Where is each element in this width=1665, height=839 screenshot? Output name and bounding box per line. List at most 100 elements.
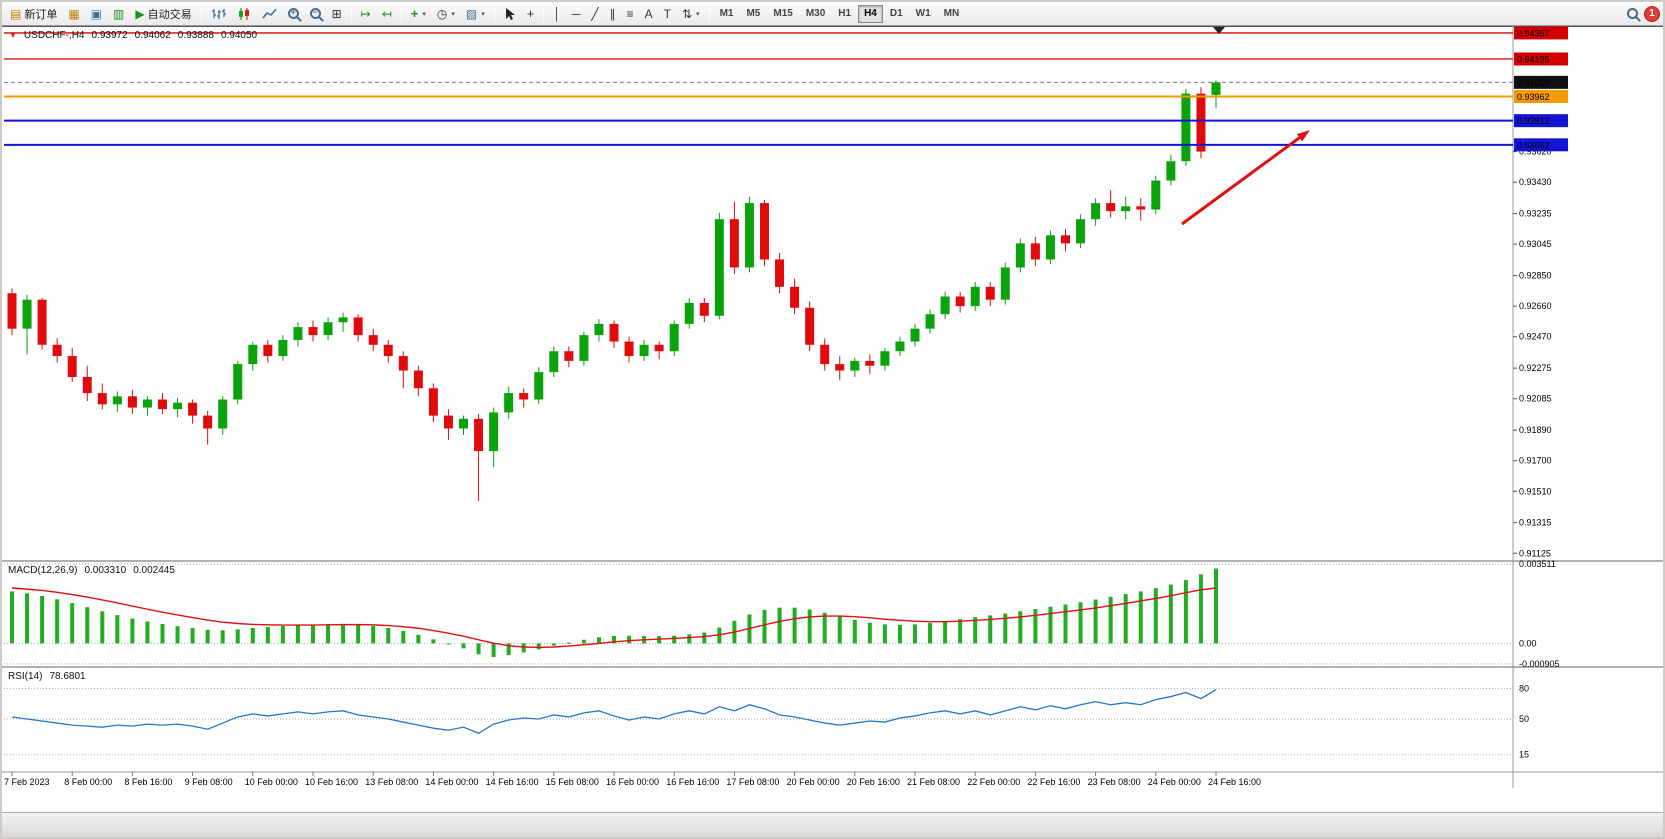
tile-windows-button[interactable]: ⊞ <box>327 4 347 24</box>
hline-price-label-text[interactable]: 0.93662 <box>1517 140 1550 150</box>
chart-canvas[interactable]: 0.93620 0.93430 0.93235 0.93045 0.92850 0.926… <box>2 26 1665 839</box>
horizontal-line-tool-button[interactable]: ─ <box>567 4 586 24</box>
channel-tool-button[interactable]: ∥ <box>605 4 621 24</box>
zoom-out-button[interactable]: − <box>305 4 326 24</box>
notification-badge[interactable]: 1 <box>1644 5 1660 22</box>
macd-histogram-bar <box>581 639 586 644</box>
price-tick-label: 0.91125 <box>1519 548 1551 558</box>
macd-histogram-bar <box>867 622 872 644</box>
time-tick-label: 17 Feb 08:00 <box>726 777 779 787</box>
auto-trading-button[interactable]: ▶ 自动交易 <box>130 4 196 24</box>
timeframe-m15-button[interactable]: M15 <box>773 8 793 19</box>
candlestick-mode-button[interactable] <box>232 4 256 24</box>
candle-body <box>910 328 920 342</box>
line-chart-mode-button[interactable] <box>257 4 282 24</box>
candle-body <box>835 364 845 371</box>
candle-body <box>895 341 905 352</box>
timeframe-w1-button[interactable]: W1 <box>915 8 931 19</box>
templates-button[interactable]: ▨ ▾ <box>461 4 490 24</box>
candle-body <box>579 335 589 361</box>
text-tool-button[interactable]: A <box>640 4 658 24</box>
timeframe-mn-button[interactable]: MN <box>943 8 960 19</box>
candle-body <box>112 396 122 405</box>
terminal-button[interactable]: ▥ <box>108 4 129 24</box>
auto-scroll-button[interactable]: ↦ <box>356 4 376 24</box>
candle-body <box>1030 243 1040 260</box>
vertical-line-tool-button[interactable]: │ <box>548 4 566 24</box>
hline-price-label-box[interactable] <box>1514 52 1568 66</box>
current-price-label-box[interactable] <box>1514 75 1568 89</box>
price-tick-label: 0.92850 <box>1519 271 1552 281</box>
time-tick-label: 23 Feb 08:00 <box>1088 777 1141 787</box>
timeframe-h1-button[interactable]: H1 <box>838 8 852 19</box>
macd-histogram-bar <box>762 609 767 644</box>
timeframe-m1-button[interactable]: M1 <box>719 8 734 19</box>
timeframe-h4-button[interactable]: H4 <box>858 4 883 23</box>
timeframe-m30-button[interactable]: M30 <box>805 8 826 19</box>
price-tick-label: 0.91700 <box>1519 456 1552 466</box>
template-icon: ▨ <box>465 6 478 21</box>
hline-price-label-box[interactable] <box>1514 138 1568 152</box>
trendline-tool-button[interactable]: ╱ <box>586 4 603 24</box>
auto-trading-play-icon: ▶ <box>135 6 145 21</box>
terminal-icon: ▥ <box>113 6 125 21</box>
periods-button[interactable]: ◷ ▾ <box>432 4 460 24</box>
candle-body <box>233 364 243 400</box>
current-price-label-text[interactable]: 0.94050 <box>1517 78 1550 88</box>
fibonacci-tool-button[interactable]: ≡ <box>622 4 639 24</box>
hline-price-label-box[interactable] <box>1514 114 1568 128</box>
candle-body <box>127 396 137 408</box>
macd-histogram-bar <box>491 643 496 657</box>
toolbar-separator <box>543 5 545 22</box>
crosshair-tool-button[interactable]: + <box>522 4 540 24</box>
macd-histogram-bar <box>1108 596 1113 644</box>
macd-histogram-bar <box>10 591 14 644</box>
hline-price-label-text[interactable]: 0.93962 <box>1517 92 1550 102</box>
time-tick-label: 8 Feb 16:00 <box>124 777 172 787</box>
macd-histogram-bar <box>1214 568 1218 644</box>
arrow-annotation-line[interactable] <box>1181 136 1301 226</box>
label-tool-button[interactable]: T <box>659 4 676 24</box>
new-order-button[interactable]: ▤ 新订单 <box>5 4 62 24</box>
time-tick-label: 20 Feb 00:00 <box>787 777 840 787</box>
arrow-annotation-head[interactable] <box>1296 130 1310 142</box>
cursor-tool-button[interactable] <box>499 4 521 24</box>
macd-histogram-bar <box>928 623 933 644</box>
hline-price-label-text[interactable]: 0.93812 <box>1517 116 1550 126</box>
bar-chart-mode-button[interactable] <box>206 4 231 24</box>
hline-price-label-box[interactable] <box>1514 90 1568 104</box>
chart-shift-button[interactable]: ↤ <box>377 4 397 24</box>
market-watch-button[interactable]: ▦ <box>63 4 84 24</box>
candle-body <box>338 317 348 323</box>
timeframe-m5-button[interactable]: M5 <box>746 8 761 19</box>
zoom-in-button[interactable]: + <box>283 4 304 24</box>
text-icon: A <box>644 6 653 21</box>
hline-price-label-text[interactable]: 0.94195 <box>1517 55 1550 65</box>
hline-price-label-box[interactable] <box>1514 26 1568 40</box>
panel-separator <box>2 560 1663 562</box>
clock-icon: ◷ <box>436 6 448 21</box>
macd-histogram-bar <box>913 624 917 644</box>
time-tick-label: 14 Feb 16:00 <box>486 777 539 787</box>
macd-histogram-bar <box>446 643 451 645</box>
status-bar <box>2 812 1663 837</box>
macd-histogram-bar <box>280 625 285 644</box>
navigator-button[interactable]: ▣ <box>86 4 107 24</box>
arrows-icon: ⇅ <box>681 6 693 21</box>
candle-body <box>594 323 604 336</box>
time-tick-label: 24 Feb 00:00 <box>1148 777 1201 787</box>
macd-histogram-bar <box>1123 594 1128 644</box>
arrows-tool-button[interactable]: ⇅ ▾ <box>677 4 705 24</box>
macd-histogram-bar <box>386 628 391 644</box>
candle-body <box>564 351 574 361</box>
search-button[interactable] <box>1622 4 1643 24</box>
candle-body <box>729 219 739 268</box>
timeframe-d1-button[interactable]: D1 <box>889 8 903 19</box>
indicators-button[interactable]: + ▾ <box>406 4 431 24</box>
candle-body <box>142 399 152 408</box>
macd-histogram-bar <box>1138 591 1143 644</box>
macd-histogram-bar <box>70 603 75 644</box>
macd-histogram-bar <box>958 619 963 644</box>
hline-price-label-text[interactable]: 0.94357 <box>1517 28 1550 38</box>
toolbar-separator <box>200 5 202 22</box>
